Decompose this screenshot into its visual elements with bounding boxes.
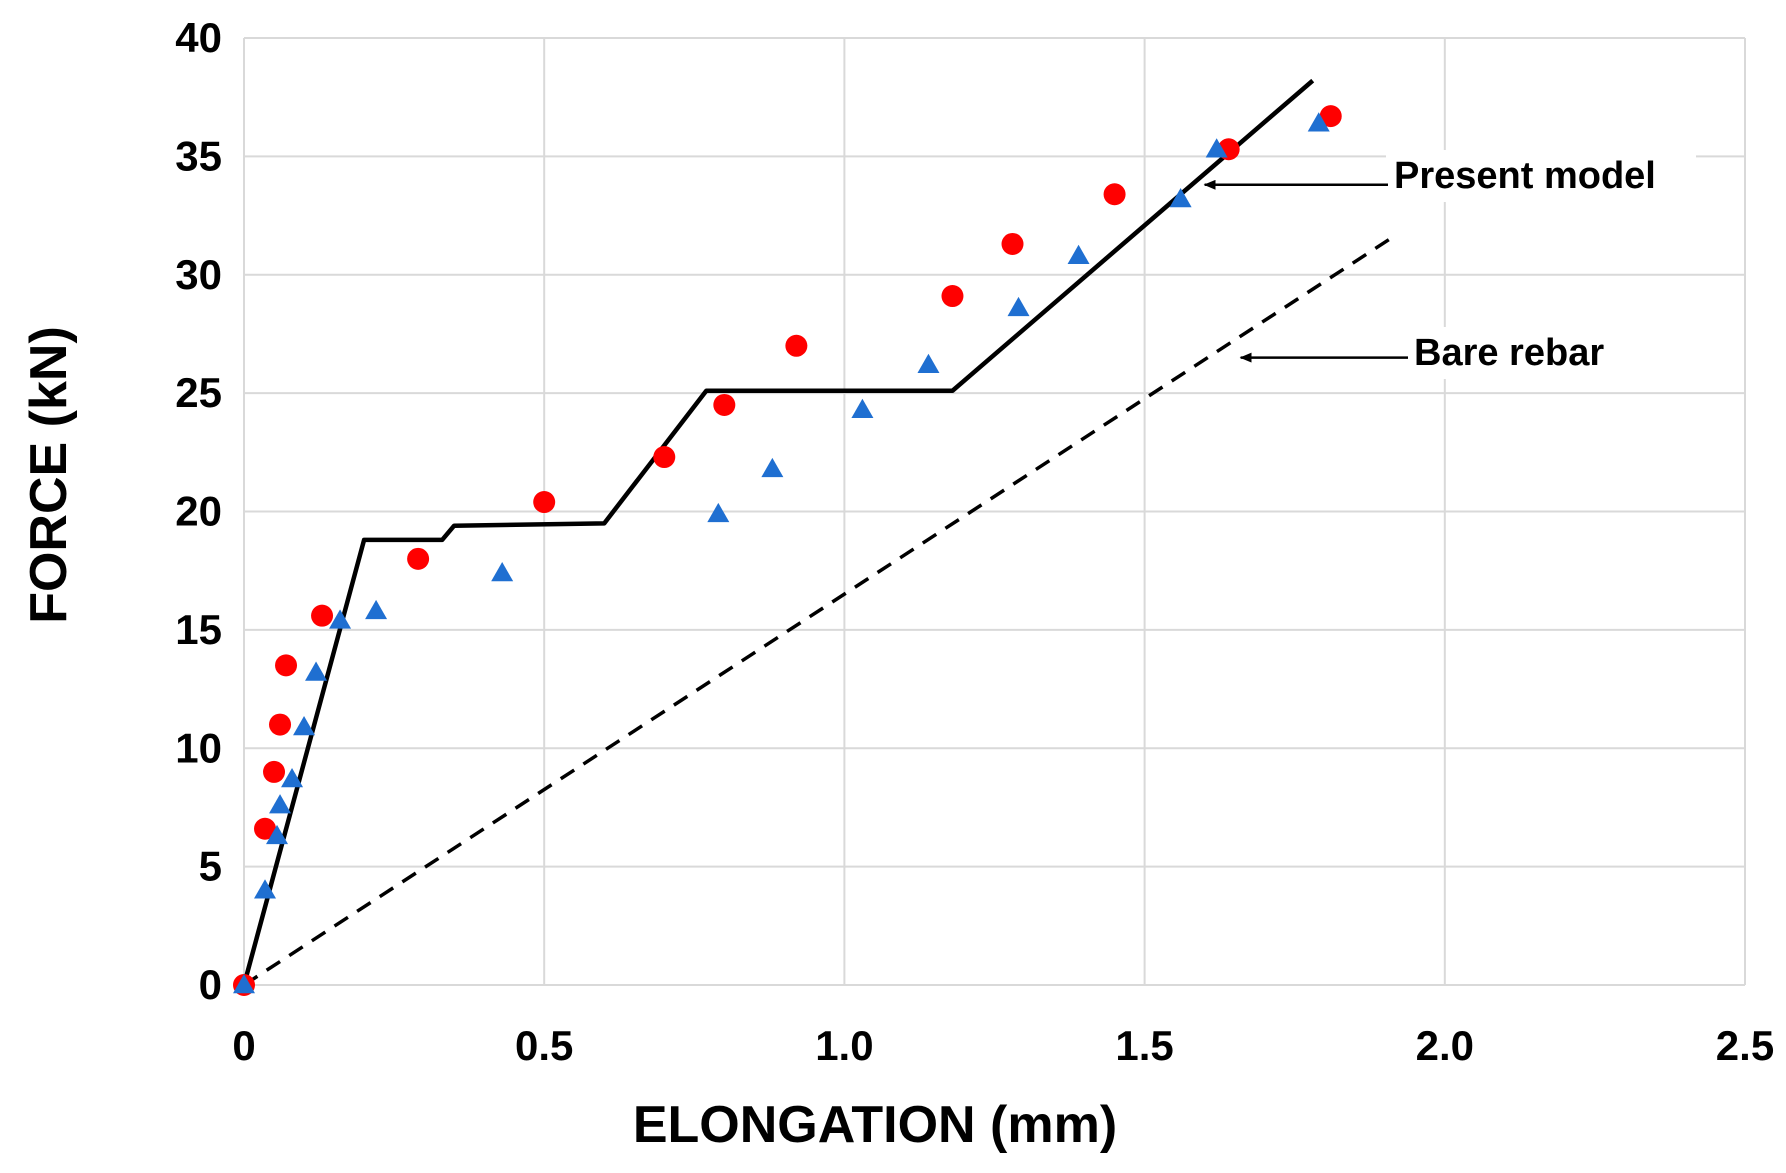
data-point-triangle	[305, 661, 328, 681]
x-tick-label: 2.5	[1716, 1022, 1774, 1069]
data-point-circle	[1001, 232, 1024, 255]
data-point-circle	[653, 446, 676, 469]
y-tick-label: 0	[199, 961, 222, 1008]
data-point-triangle	[266, 824, 289, 845]
series-lines	[241, 78, 1398, 987]
y-axis-title: FORCE (kN)	[20, 326, 78, 624]
y-tick-label: 15	[175, 606, 222, 653]
data-point-circle	[263, 760, 286, 783]
x-tick-label: 2.0	[1416, 1022, 1474, 1069]
data-point-triangle	[491, 562, 514, 582]
data-point-circle	[713, 393, 736, 416]
data-point-circle	[275, 654, 298, 677]
data-point-circle	[311, 604, 334, 627]
y-tick-label: 35	[175, 132, 222, 179]
data-point-triangle	[1205, 138, 1228, 158]
data-point-triangle	[281, 768, 304, 788]
data-point-triangle	[761, 457, 784, 478]
data-point-triangle	[1007, 296, 1030, 317]
y-tick-label: 25	[175, 369, 222, 416]
data-point-triangle	[1067, 244, 1090, 265]
annotations: Present model Bare rebar	[1203, 150, 1716, 379]
y-tick-label: 30	[175, 251, 222, 298]
data-point-circle	[533, 491, 556, 514]
data-point-triangle	[1169, 187, 1192, 208]
data-point-triangle	[269, 794, 292, 814]
data-point-triangle	[1307, 112, 1330, 132]
x-tick-label: 1.5	[1115, 1022, 1173, 1069]
data-point-circle	[1319, 105, 1342, 128]
y-tick-label: 40	[175, 14, 222, 61]
y-tick-label: 5	[199, 843, 222, 890]
data-point-triangle	[329, 609, 352, 629]
x-tick-label: 1.0	[815, 1022, 873, 1069]
annotation-label: Bare rebar	[1414, 332, 1604, 374]
data-point-circle	[269, 713, 292, 736]
x-tick-label: 0	[232, 1022, 255, 1069]
data-point-circle	[1103, 183, 1126, 206]
series-markers	[233, 105, 1342, 996]
y-tick-label: 10	[175, 724, 222, 771]
data-point-triangle	[707, 502, 730, 523]
y-tick-label: 20	[175, 488, 222, 535]
x-axis-title: ELONGATION (mm)	[633, 1096, 1117, 1154]
data-point-triangle	[365, 599, 388, 620]
data-point-triangle	[917, 353, 940, 373]
data-point-circle	[785, 334, 808, 357]
data-point-triangle	[851, 398, 874, 418]
data-point-circle	[254, 817, 277, 840]
data-point-triangle	[233, 974, 255, 994]
tick-labels: 0 5 10 15 20 25 30 35 40 0 0.5 1.0 1.5 2.0 2.5	[175, 14, 1774, 1069]
data-point-triangle	[254, 879, 277, 899]
annotation-label-bg	[1406, 327, 1716, 379]
annotation-label-bg	[1386, 150, 1696, 202]
present-model-line	[241, 78, 1315, 986]
bare-rebar-line	[243, 233, 1398, 987]
data-point-triangle	[293, 715, 316, 736]
data-point-circle	[407, 547, 430, 570]
x-tick-label: 0.5	[515, 1022, 573, 1069]
annotation-label: Present model	[1394, 155, 1656, 197]
data-point-circle	[941, 285, 964, 308]
